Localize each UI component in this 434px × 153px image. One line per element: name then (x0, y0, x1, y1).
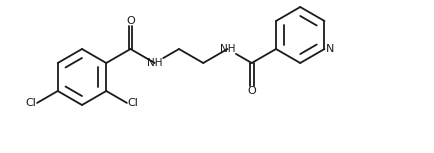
Text: Cl: Cl (26, 98, 36, 108)
Text: NH: NH (147, 58, 162, 68)
Text: N: N (325, 44, 333, 54)
Text: O: O (247, 86, 256, 96)
Text: O: O (126, 16, 135, 26)
Text: NH: NH (219, 44, 235, 54)
Text: Cl: Cl (127, 98, 138, 108)
